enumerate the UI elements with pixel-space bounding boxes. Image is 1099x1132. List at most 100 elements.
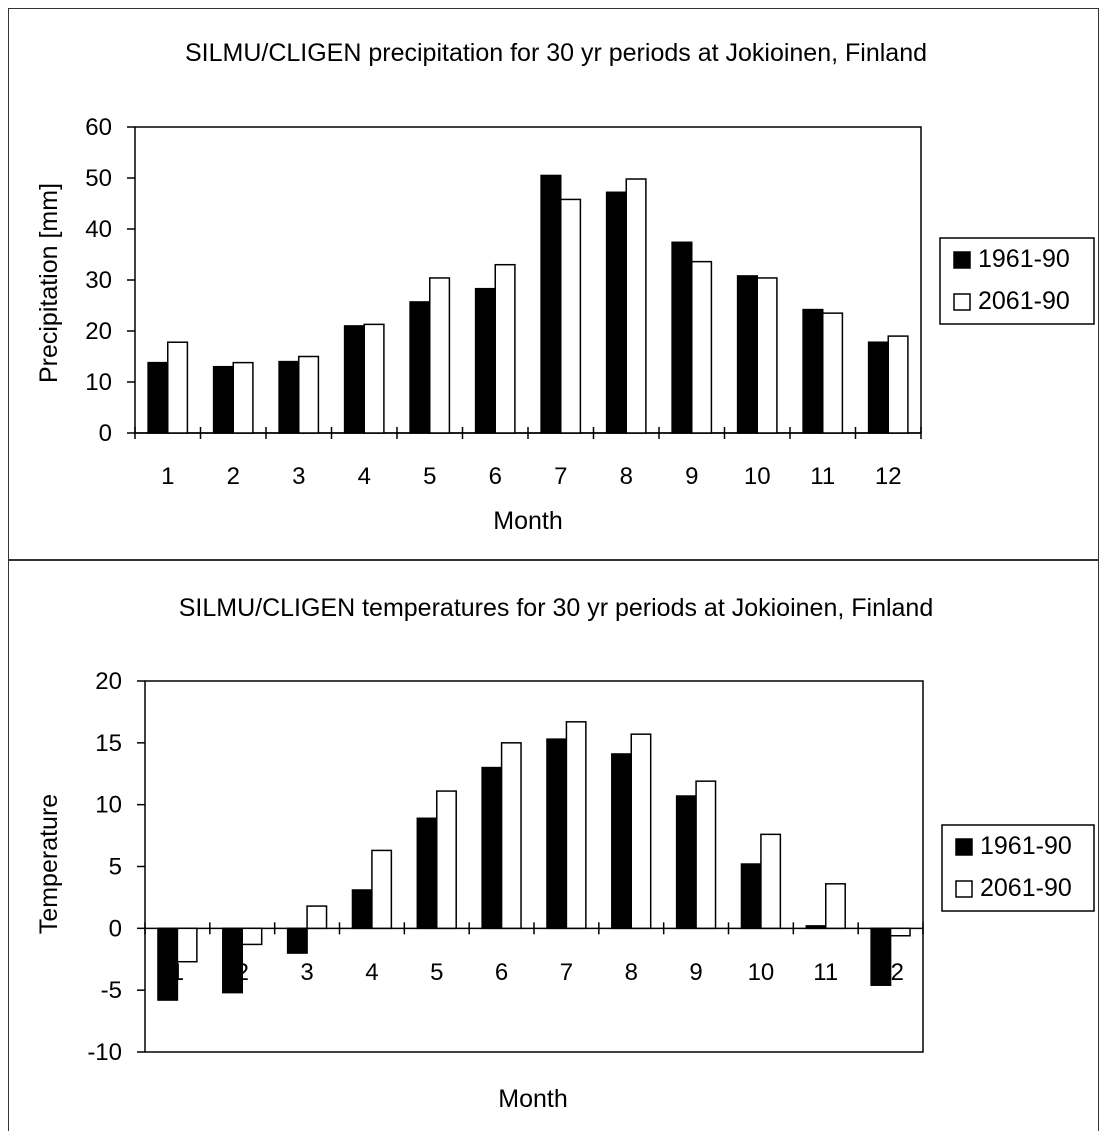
bar-1961-90-month-7 — [540, 174, 562, 434]
precipitation-chart-panel: SILMU/CLIGEN precipitation for 30 yr per… — [8, 8, 1099, 560]
precipitation-chart: SILMU/CLIGEN precipitation for 30 yr per… — [35, 39, 1095, 535]
y-tick-label: 30 — [85, 267, 112, 294]
y-axis-label: Temperature — [35, 794, 63, 934]
bar-2061-90-month-4 — [371, 849, 393, 930]
bar-1961-90-month-11 — [805, 925, 827, 930]
y-tick-label: 50 — [85, 165, 112, 192]
bar-2061-90-month-9 — [691, 260, 713, 434]
x-tick-label: 4 — [365, 959, 378, 986]
bar-1961-90-month-10 — [740, 863, 762, 930]
x-tick-label: 11 — [810, 463, 835, 490]
x-tick-label: 6 — [495, 959, 508, 986]
plot-area-frame — [144, 680, 924, 1053]
legend-entry: 2061-90 — [980, 874, 1072, 902]
bar-1961-90-month-9 — [675, 795, 697, 930]
temperature-chart-panel: SILMU/CLIGEN temperatures for 30 yr peri… — [8, 560, 1099, 1131]
x-tick-label: 4 — [358, 463, 371, 490]
y-axis-label: Precipitation [mm] — [35, 183, 63, 383]
y-tick-label: -10 — [87, 1039, 122, 1066]
bar-1961-90-month-8 — [611, 753, 632, 930]
x-tick-label: 3 — [300, 959, 313, 986]
bar-1961-90-month-3 — [286, 927, 308, 954]
x-axis-label: Month — [493, 507, 562, 535]
bar-1961-90-month-11 — [802, 308, 824, 434]
y-tick-label: 0 — [109, 915, 122, 942]
legend-entry: 1961-90 — [978, 245, 1070, 273]
bar-2061-90-month-8 — [625, 178, 647, 434]
bar-1961-90-month-1 — [147, 361, 169, 434]
x-tick-label: 9 — [689, 959, 702, 986]
bar-1961-90-month-4 — [343, 325, 366, 434]
bar-1961-90-month-2 — [222, 927, 244, 994]
bar-1961-90-month-3 — [278, 360, 300, 434]
y-tick-label: 15 — [95, 730, 122, 757]
x-tick-label: 10 — [748, 959, 775, 986]
y-tick-label: 60 — [85, 114, 112, 141]
bar-2061-90-month-10 — [756, 277, 778, 434]
x-tick-label: 1 — [161, 463, 174, 490]
chart-title: SILMU/CLIGEN temperatures for 30 yr peri… — [179, 594, 934, 622]
bar-2061-90-month-5 — [429, 277, 451, 434]
bar-1961-90-month-2 — [212, 365, 235, 434]
bar-2061-90-month-7 — [565, 721, 587, 930]
bar-1961-90-month-4 — [351, 889, 373, 930]
bar-2061-90-month-8 — [630, 733, 652, 930]
x-tick-label: 8 — [620, 463, 633, 490]
bar-1961-90-month-12 — [867, 341, 889, 434]
x-tick-label: 7 — [554, 463, 567, 490]
bar-2061-90-month-12 — [887, 335, 909, 434]
bar-2061-90-month-12 — [889, 927, 911, 937]
x-tick-label: 11 — [813, 959, 838, 986]
legend-swatch — [955, 880, 973, 898]
bar-2061-90-month-9 — [695, 780, 717, 930]
x-tick-label: 6 — [489, 463, 502, 490]
bar-2061-90-month-3 — [298, 355, 320, 434]
legend-swatch — [955, 838, 973, 856]
y-tick-label: 10 — [85, 369, 112, 396]
y-tick-label: 5 — [109, 854, 122, 881]
bar-2061-90-month-2 — [232, 361, 254, 434]
bar-2061-90-month-11 — [825, 883, 846, 930]
bar-1961-90-month-1 — [157, 927, 179, 1001]
x-tick-label: 10 — [744, 463, 771, 490]
legend-entry: 1961-90 — [980, 832, 1072, 860]
bar-1961-90-month-7 — [546, 738, 568, 930]
bar-2061-90-month-11 — [822, 312, 844, 434]
y-tick-label: 40 — [85, 216, 112, 243]
bar-2061-90-month-6 — [500, 742, 522, 930]
x-tick-label: 2 — [236, 959, 249, 986]
bar-2061-90-month-1 — [176, 927, 198, 963]
bar-1961-90-month-8 — [605, 191, 627, 434]
chart-title: SILMU/CLIGEN precipitation for 30 yr per… — [185, 39, 927, 67]
x-axis-label: Month — [498, 1085, 567, 1113]
bar-1961-90-month-6 — [481, 766, 503, 930]
bar-1961-90-month-12 — [870, 927, 892, 986]
x-tick-label: 2 — [227, 463, 240, 490]
x-tick-label: 1 — [171, 959, 184, 986]
x-tick-label: 5 — [430, 959, 443, 986]
bar-1961-90-month-6 — [474, 287, 497, 434]
temperature-chart: SILMU/CLIGEN temperatures for 30 yr peri… — [35, 594, 1095, 1113]
bar-1961-90-month-5 — [409, 301, 431, 434]
x-tick-label: 5 — [423, 463, 436, 490]
x-tick-label: 7 — [560, 959, 573, 986]
bar-2061-90-month-5 — [436, 790, 457, 930]
y-tick-label: 10 — [95, 792, 122, 819]
bar-2061-90-month-3 — [306, 905, 328, 930]
bar-2061-90-month-7 — [560, 198, 582, 434]
y-tick-label: 20 — [95, 668, 122, 695]
bar-1961-90-month-10 — [736, 275, 758, 434]
x-tick-label: 12 — [875, 463, 902, 490]
bar-1961-90-month-9 — [671, 241, 693, 434]
x-tick-label: 9 — [685, 463, 698, 490]
y-tick-label: 20 — [85, 318, 112, 345]
bar-2061-90-month-2 — [241, 927, 263, 946]
bar-2061-90-month-10 — [760, 833, 782, 930]
y-tick-label: -5 — [101, 977, 122, 1004]
bar-1961-90-month-5 — [416, 817, 438, 930]
legend-entry: 2061-90 — [978, 287, 1070, 315]
legend-swatch — [953, 251, 971, 269]
legend-swatch — [953, 293, 971, 311]
y-tick-label: 0 — [99, 420, 112, 447]
bar-2061-90-month-4 — [363, 323, 385, 434]
